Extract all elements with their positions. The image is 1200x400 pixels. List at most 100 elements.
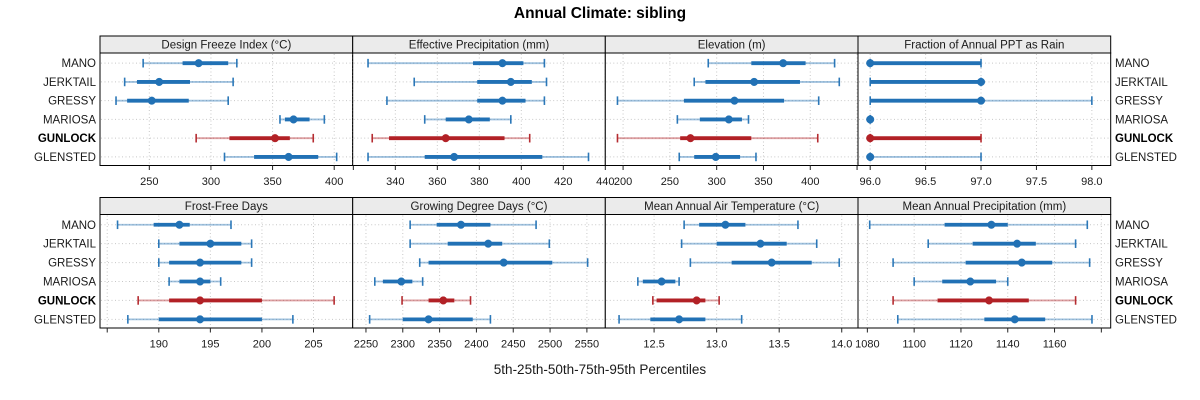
panel-box <box>857 214 1112 329</box>
strip-title: Design Freeze Index (°C) <box>161 40 291 52</box>
median-dot <box>767 258 776 267</box>
median-dot <box>756 239 765 248</box>
x-tick-label: 1100 <box>902 339 926 351</box>
x-tick-label: 2500 <box>538 339 562 351</box>
median-dot <box>866 115 875 124</box>
series-gressy <box>115 96 229 105</box>
x-tick-label: 14.0 <box>831 339 852 351</box>
median-dot <box>424 315 433 324</box>
station-label-right-jerktail: JERKTAIL <box>1115 77 1168 89</box>
strip-title: Elevation (m) <box>698 40 766 52</box>
median-dot <box>866 134 875 143</box>
median-dot <box>692 296 701 305</box>
x-tick-label: 1080 <box>855 339 879 351</box>
median-dot <box>1010 315 1019 324</box>
median-dot <box>984 296 994 305</box>
median-dot <box>284 152 293 161</box>
panel-mean-annual-precipitation-mm: Mean Annual Precipitation (mm) 1080 1100 11… <box>855 197 1177 351</box>
series-mano <box>409 220 537 230</box>
median-dot <box>686 134 695 143</box>
chart-title: Annual Climate: sibling <box>513 5 687 22</box>
x-tick-label: 200 <box>614 176 632 188</box>
panel-effective-precipitation-mm: Effective Precipitation (mm) 340 360 380 400… <box>352 35 614 188</box>
series-jerktail <box>869 77 986 87</box>
median-dot <box>441 134 450 143</box>
station-label-right-mano: MANO <box>1115 220 1150 232</box>
median-dot <box>439 296 448 305</box>
station-label-right-mano: MANO <box>1115 58 1150 70</box>
station-label-left-gressy: GRESSY <box>48 96 96 108</box>
x-tick-label: 13.5 <box>768 339 789 351</box>
series-gunlock <box>652 296 720 305</box>
series-glensted <box>866 152 982 162</box>
strip-title: Effective Precipitation (mm) <box>409 40 550 52</box>
series-gressy <box>386 96 546 105</box>
station-label-left-jerktail: JERKTAIL <box>43 77 96 89</box>
median-dot <box>195 277 205 286</box>
station-label-left-glensted: GLENSTED <box>34 152 96 164</box>
median-dot <box>1013 239 1022 248</box>
x-tick-label: 195 <box>201 339 219 351</box>
x-tick-label: 300 <box>707 176 725 188</box>
x-tick-label: 300 <box>202 176 220 188</box>
median-dot <box>397 277 406 286</box>
median-dot <box>195 315 205 324</box>
median-dot <box>730 96 739 105</box>
station-label-right-jerktail: JERKTAIL <box>1115 239 1168 251</box>
x-tick-label: 340 <box>386 176 404 188</box>
x-tick-label: 2450 <box>501 339 525 351</box>
series-mariosa <box>168 277 222 286</box>
median-dot <box>976 96 986 105</box>
x-tick-label: 400 <box>801 176 819 188</box>
series-mariosa <box>423 115 512 124</box>
station-label-right-glensted: GLENSTED <box>1115 314 1177 326</box>
x-tick-label: 400 <box>325 176 343 188</box>
panel-box <box>604 214 859 329</box>
panel-elevation-m: Elevation (m) 200 250 300 350 400 <box>604 35 859 188</box>
x-tick-label: 400 <box>512 176 530 188</box>
x-tick-label: 12.5 <box>643 339 664 351</box>
median-dot <box>289 115 298 124</box>
x-tick-label: 13.0 <box>706 339 727 351</box>
station-label-left-jerktail: JERKTAIL <box>43 239 96 251</box>
x-tick-label: 2550 <box>575 339 599 351</box>
station-label-right-gunlock: GUNLOCK <box>1115 133 1174 145</box>
series-jerktail <box>927 239 1077 248</box>
series-mariosa <box>676 115 750 124</box>
panel-frost-free-days: Frost-Free Days 190 195 200 205 MANO JERKTAIL G… <box>34 197 354 351</box>
median-dot <box>498 96 507 105</box>
series-mariosa <box>913 277 1009 286</box>
station-label-left-glensted: GLENSTED <box>34 314 96 326</box>
station-label-left-mano: MANO <box>62 220 97 232</box>
median-dot <box>175 220 184 229</box>
station-label-right-gressy: GRESSY <box>1115 258 1163 270</box>
median-dot <box>195 258 205 267</box>
median-dot <box>499 258 508 267</box>
median-dot <box>147 96 156 105</box>
series-mano <box>367 58 546 68</box>
station-label-right-gunlock: GUNLOCK <box>1115 295 1174 307</box>
series-gunlock <box>195 133 315 143</box>
x-tick-label: 1140 <box>996 339 1020 351</box>
x-tick-label: 2250 <box>354 339 378 351</box>
x-tick-label: 205 <box>304 339 322 351</box>
median-dot <box>506 77 515 86</box>
station-label-left-mariosa: MARIOSA <box>43 114 96 126</box>
series-glensted <box>223 152 338 162</box>
x-tick-label: 97.0 <box>970 176 991 188</box>
series-mariosa <box>637 277 680 286</box>
panel-design-freeze-index-c: Design Freeze Index (°C) 250 300 350 400 MANO… <box>34 35 354 188</box>
panel-box <box>352 214 606 329</box>
x-tick-label: 190 <box>150 339 168 351</box>
median-dot <box>498 59 507 68</box>
series-glensted <box>367 152 590 162</box>
x-tick-label: 440 <box>596 176 614 188</box>
x-tick-label: 98.0 <box>1081 176 1102 188</box>
median-dot <box>866 59 875 68</box>
series-gressy <box>892 258 1091 267</box>
series-mano <box>707 58 836 68</box>
series-mariosa <box>373 277 424 286</box>
series-gunlock <box>371 133 531 143</box>
strip-title: Mean Annual Precipitation (mm) <box>903 201 1067 213</box>
